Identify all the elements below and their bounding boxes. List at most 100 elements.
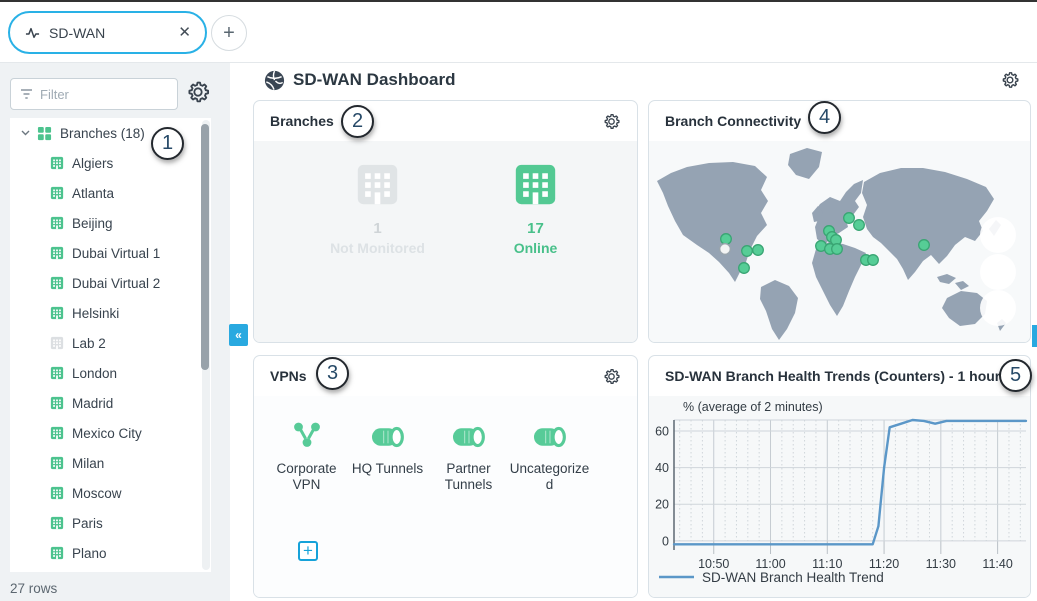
building-icon [50,426,64,440]
vpns-card-title: VPNs [270,368,307,384]
building-icon [50,276,64,290]
branch-map-dot-not-monitored[interactable] [719,243,731,255]
branches-card-header: Branches [254,101,637,141]
vpn-item-corporate-vpn[interactable]: Corporate VPN [266,415,347,494]
tree-item-dubai-virtual-2[interactable]: Dubai Virtual 2 [10,268,211,298]
branch-map-dot-online[interactable] [752,244,764,256]
tree-item-lab-2[interactable]: Lab 2 [10,328,211,358]
tree-item-beijing[interactable]: Beijing [10,208,211,238]
tree-item-madrid[interactable]: Madrid [10,388,211,418]
tree-item-label: Dubai Virtual 2 [72,275,161,291]
svg-text:SD-WAN Branch Health Trend: SD-WAN Branch Health Trend [702,570,884,585]
chevron-down-icon[interactable] [21,130,30,136]
building-icon [50,366,64,380]
svg-text:11:10: 11:10 [812,557,842,571]
vpn-item-uncategorized[interactable]: Uncategorized [509,415,590,494]
vpns-card-header: VPNs [254,356,637,396]
tree-scrollbar[interactable] [201,120,210,570]
add-tab-button[interactable]: + [211,15,247,51]
svg-text:11:40: 11:40 [982,557,1012,571]
tree-item-label: Helsinki [72,305,120,321]
branches-card-gear-icon[interactable] [602,112,621,131]
vpn-item-partner-tunnels[interactable]: Partner Tunnels [428,415,509,494]
tree-item-paris[interactable]: Paris [10,508,211,538]
vpn-item-label: HQ Tunnels [351,461,424,476]
stat-label: Not Monitored [330,240,425,256]
svg-text:11:30: 11:30 [926,557,956,571]
tree-item-moscow[interactable]: Moscow [10,478,211,508]
stat-value: 17 [527,220,544,237]
vpns-card-gear-icon[interactable] [602,367,621,386]
vpn-sites-icon [292,421,322,449]
branch-map-dot-online[interactable] [843,212,855,224]
tree-scrollbar-thumb[interactable] [201,124,209,370]
connectivity-card-header: Branch Connectivity [649,101,1030,141]
stat-online[interactable]: 17 Online [480,162,592,256]
tree-item-label: Atlanta [72,185,115,201]
sidebar-gear-icon[interactable] [185,79,211,105]
filter-input[interactable] [40,86,168,102]
branches-card-body: 1 Not Monitored 17 Online [254,141,637,342]
tree-item-label: Algiers [72,155,114,171]
health-trend-chart[interactable]: 0 20 40 60 10:50 11:00 11:10 11:20 11:30 11:40 % (… [649,396,1030,597]
branch-map-dot-online[interactable] [831,243,843,255]
branch-map-dot-online[interactable] [867,254,879,266]
map-control-button[interactable] [980,254,1016,290]
building-icon [50,546,64,560]
tree-item-mexico-city[interactable]: Mexico City [10,418,211,448]
map-control-button[interactable] [980,217,1016,253]
svg-text:11:20: 11:20 [869,557,899,571]
stat-value: 1 [373,220,382,237]
tree-item-algiers[interactable]: Algiers [10,148,211,178]
branches-card: Branches 1 Not Monitored 17 Online [253,100,638,343]
world-map[interactable] [649,141,1030,342]
vpn-item-hq-tunnels[interactable]: HQ Tunnels [347,415,428,494]
tree-item-dubai-virtual-1[interactable]: Dubai Virtual 1 [10,238,211,268]
vpn-item-label: Partner Tunnels [444,461,493,493]
tree-item-atlanta[interactable]: Atlanta [10,178,211,208]
map-controls[interactable] [980,217,1016,326]
tunnel-icon [371,425,404,449]
tree-item-label: Moscow [72,485,122,501]
tree-root-label: Branches (18) [60,125,145,141]
tree-item-plano[interactable]: Plano [10,538,211,568]
tree-item-label: Plano [72,545,107,561]
filter-icon [21,88,32,99]
building-icon [50,456,64,470]
svg-text:11:00: 11:00 [755,557,785,571]
building-icon [50,486,64,500]
right-panel-expand-button[interactable] [1032,325,1037,347]
branch-map-dot-online[interactable] [738,262,750,274]
vpn-item-label: Uncategorized [509,461,590,493]
close-icon[interactable]: ✕ [178,24,191,41]
building-icon [50,396,64,410]
annotation-callout-1: 1 [151,127,184,160]
tree-item-label: Lab 2 [72,335,106,351]
sidebar-collapse-button[interactable]: « [229,324,248,346]
annotation-callout-3: 3 [316,357,349,390]
branch-map-dot-online[interactable] [720,233,732,245]
building-icon [50,306,64,320]
building-icon [50,186,64,200]
building-icon [50,516,64,530]
tab-sd-wan[interactable]: SD-WAN ✕ [8,11,207,54]
branch-map-dot-online[interactable] [853,219,865,231]
annotation-callout-4: 4 [808,101,841,134]
building-icon [50,216,64,230]
svg-text:0: 0 [662,534,669,548]
tree-item-milan[interactable]: Milan [10,448,211,478]
tree-item-branches-group[interactable]: Branches (18) [10,118,211,148]
tree-item-london[interactable]: London [10,358,211,388]
tree-item-helsinki[interactable]: Helsinki [10,298,211,328]
tree-item-label: Dubai Virtual 1 [72,245,161,261]
map-control-button[interactable] [980,290,1016,326]
svg-text:10:50: 10:50 [698,557,729,571]
dashboard-gear-icon[interactable] [1000,70,1020,90]
stat-label: Online [513,240,558,256]
branch-map-dot-online[interactable] [741,245,753,257]
stat-not-monitored[interactable]: 1 Not Monitored [322,162,434,256]
branch-map-dot-online[interactable] [918,239,930,251]
health-trends-card-title: SD-WAN Branch Health Trends (Counters) -… [665,368,1001,384]
annotation-callout-2: 2 [341,105,374,138]
add-vpn-button[interactable]: + [298,541,318,561]
